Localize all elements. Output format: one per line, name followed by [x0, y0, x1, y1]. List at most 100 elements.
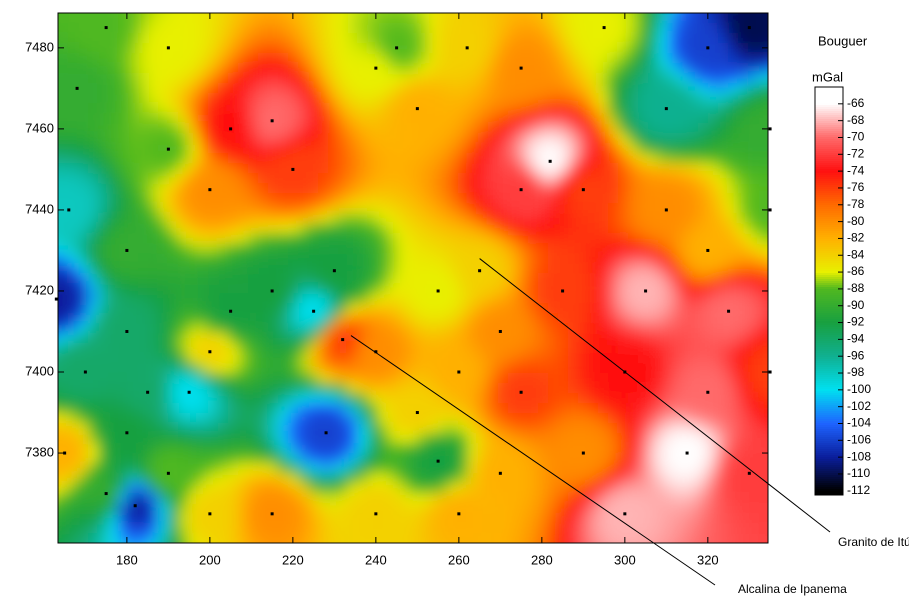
field-cell	[238, 103, 249, 114]
field-cell	[168, 223, 179, 234]
field-cell	[608, 3, 619, 14]
field-cell	[618, 63, 629, 74]
field-cell	[68, 353, 79, 364]
field-cell	[738, 63, 749, 74]
field-cell	[588, 203, 599, 214]
field-cell	[528, 253, 539, 264]
field-cell	[68, 223, 79, 234]
field-cell	[588, 393, 599, 404]
field-cell	[218, 53, 229, 64]
field-cell	[428, 233, 439, 244]
field-cell	[528, 373, 539, 384]
field-cell	[678, 533, 689, 544]
field-cell	[458, 193, 469, 204]
field-cell	[638, 473, 649, 484]
field-cell	[38, 163, 49, 174]
field-cell	[638, 453, 649, 464]
field-cell	[458, 243, 469, 254]
field-cell	[98, 453, 109, 464]
field-cell	[208, 213, 219, 224]
field-cell	[768, 163, 779, 174]
field-cell	[658, 263, 669, 274]
field-cell	[498, 383, 509, 394]
field-cell	[448, 93, 459, 104]
field-cell	[598, 203, 609, 214]
field-cell	[78, 243, 89, 254]
field-cell	[128, 193, 139, 204]
field-cell	[298, 413, 309, 424]
field-cell	[658, 383, 669, 394]
field-cell	[578, 173, 589, 184]
field-cell	[218, 353, 229, 364]
field-cell	[638, 373, 649, 384]
field-cell	[408, 93, 419, 104]
field-cell	[458, 0, 469, 4]
field-cell	[328, 233, 339, 244]
field-cell	[318, 73, 329, 84]
field-cell	[338, 153, 349, 164]
field-cell	[258, 133, 269, 144]
field-cell	[578, 383, 589, 394]
field-cell	[358, 113, 369, 124]
field-cell	[478, 313, 489, 324]
field-cell	[268, 193, 279, 204]
colorbar-tick-label: -76	[847, 180, 865, 194]
field-cell	[58, 433, 69, 444]
field-cell	[268, 83, 279, 94]
field-cell	[418, 193, 429, 204]
field-cell	[78, 463, 89, 474]
field-cell	[498, 113, 509, 124]
field-cell	[508, 513, 519, 524]
field-cell	[298, 253, 309, 264]
field-cell	[168, 383, 179, 394]
field-cell	[298, 123, 309, 134]
field-cell	[78, 343, 89, 354]
field-cell	[548, 163, 559, 174]
field-cell	[628, 253, 639, 264]
field-cell	[548, 333, 559, 344]
field-cell	[278, 303, 289, 314]
field-cell	[378, 423, 389, 434]
field-cell	[498, 163, 509, 174]
field-cell	[718, 473, 729, 484]
field-cell	[258, 273, 269, 284]
field-cell	[428, 303, 439, 314]
field-cell	[198, 423, 209, 434]
field-cell	[68, 313, 79, 324]
field-cell	[508, 293, 519, 304]
field-cell	[88, 213, 99, 224]
field-cell	[488, 173, 499, 184]
field-cell	[248, 0, 259, 4]
field-cell	[598, 473, 609, 484]
field-cell	[58, 243, 69, 254]
field-cell	[188, 473, 199, 484]
field-cell	[498, 33, 509, 44]
field-cell	[738, 203, 749, 214]
field-cell	[778, 263, 789, 274]
field-cell	[488, 133, 499, 144]
field-cell	[598, 153, 609, 164]
field-cell	[488, 513, 499, 524]
field-cell	[378, 223, 389, 234]
field-cell	[408, 233, 419, 244]
field-cell	[438, 293, 449, 304]
field-cell	[208, 93, 219, 104]
field-cell	[138, 293, 149, 304]
field-cell	[518, 463, 529, 474]
field-cell	[78, 403, 89, 414]
field-cell	[548, 293, 559, 304]
station	[561, 289, 564, 292]
field-cell	[498, 243, 509, 254]
field-cell	[758, 173, 769, 184]
field-cell	[528, 433, 539, 444]
field-cell	[638, 513, 649, 524]
field-cell	[58, 83, 69, 94]
field-cell	[658, 503, 669, 514]
field-cell	[508, 433, 519, 444]
field-cell	[628, 313, 639, 324]
field-cell	[518, 523, 529, 534]
field-cell	[148, 183, 159, 194]
field-cell	[548, 13, 559, 24]
field-cell	[548, 33, 559, 44]
field-cell	[68, 53, 79, 64]
